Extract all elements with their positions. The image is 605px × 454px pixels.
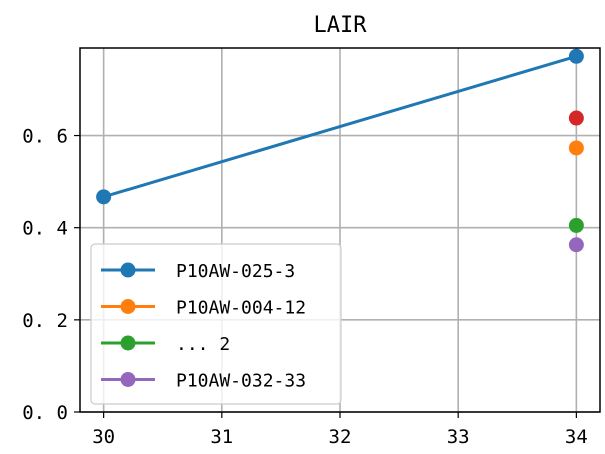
data-point — [568, 217, 584, 233]
data-point — [568, 110, 584, 126]
ticks: 30 31 32 33 34 0. 0 0. 2 0. 4 0. 6 — [22, 126, 588, 448]
legend-swatch-marker — [120, 335, 136, 351]
data-point — [568, 237, 584, 253]
legend-label: P10AW-025-3 — [176, 261, 295, 282]
series-2 — [568, 217, 584, 233]
series-layer — [96, 48, 584, 253]
legend-label: ... 2 — [176, 334, 230, 355]
series-4 — [568, 237, 584, 253]
x-tick-label: 32 — [329, 426, 352, 448]
y-tick-label: 0. 0 — [22, 402, 68, 424]
data-point — [96, 189, 112, 205]
data-point — [568, 48, 584, 64]
chart-title: LAIR — [314, 13, 368, 38]
legend-swatch-marker — [120, 299, 136, 314]
data-point — [568, 140, 584, 156]
legend-swatch-marker — [120, 262, 136, 278]
y-tick-label: 0. 6 — [22, 126, 68, 148]
legend-label: P10AW-032-33 — [176, 371, 306, 392]
series-3 — [568, 110, 584, 126]
series-line — [103, 54, 577, 199]
x-tick-label: 34 — [565, 426, 588, 448]
legend-box — [90, 243, 342, 405]
series-0 — [96, 48, 584, 205]
x-tick-label: 33 — [447, 426, 470, 448]
x-tick-label: 31 — [210, 426, 233, 448]
legend-swatch-marker — [120, 372, 136, 387]
legend-label: P10AW-004-12 — [176, 298, 306, 319]
x-tick-label: 30 — [92, 426, 115, 448]
legend: P10AW-025-3 P10AW-004-12 ... 2 P10AW-032-33 — [90, 243, 342, 405]
series-1 — [568, 140, 584, 156]
y-tick-label: 0. 4 — [22, 218, 68, 240]
y-tick-label: 0. 2 — [22, 310, 68, 332]
